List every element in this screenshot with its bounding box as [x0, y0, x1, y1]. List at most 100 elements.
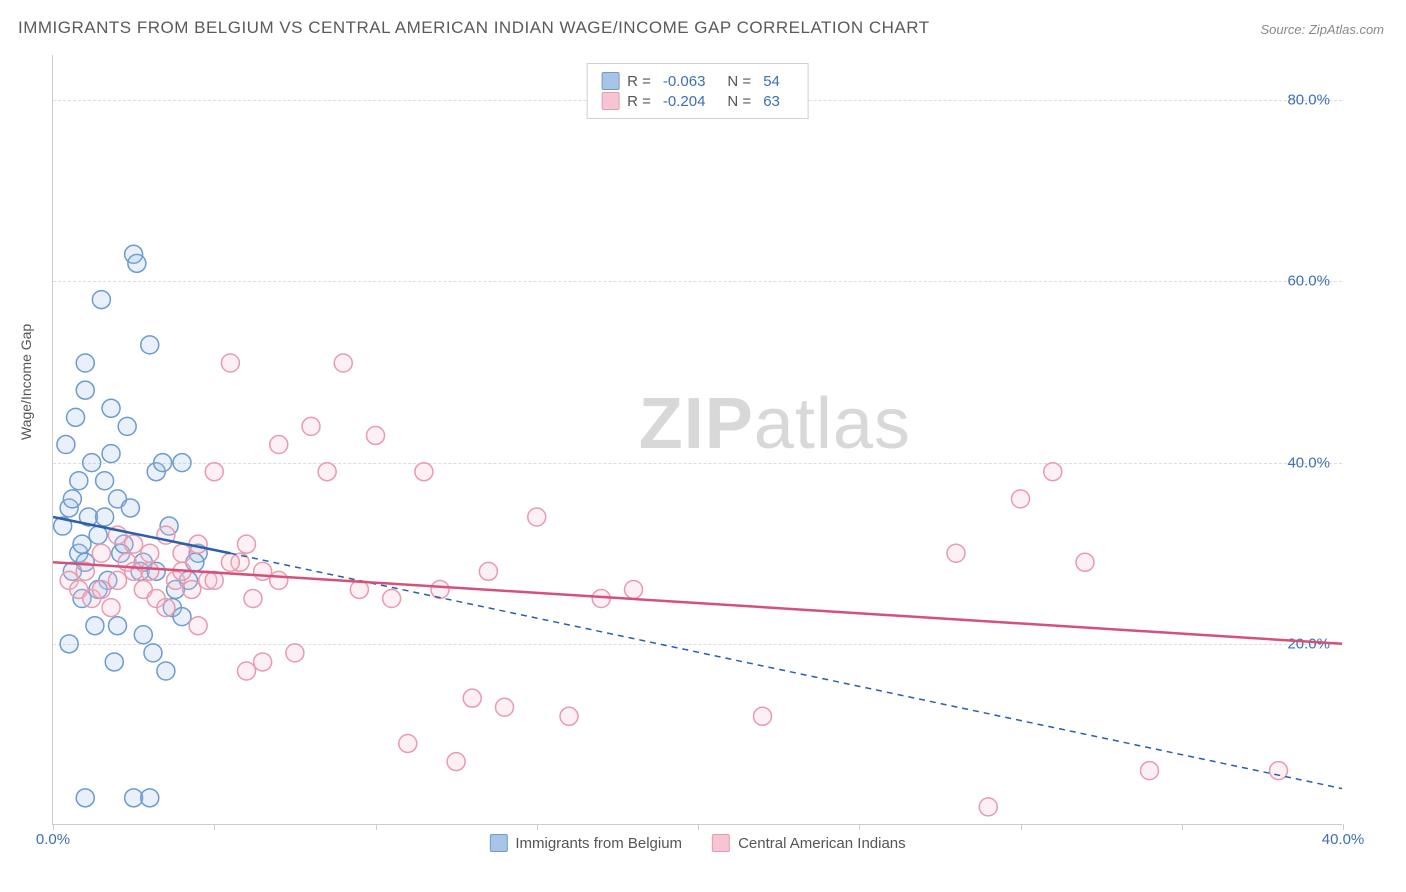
data-point — [270, 571, 288, 589]
data-point — [76, 354, 94, 372]
chart-title: IMMIGRANTS FROM BELGIUM VS CENTRAL AMERI… — [18, 18, 930, 38]
x-tick — [537, 824, 538, 830]
data-point — [625, 580, 643, 598]
swatch-belgium — [601, 72, 619, 90]
data-point — [109, 571, 127, 589]
data-point — [92, 544, 110, 562]
data-point — [1141, 762, 1159, 780]
data-point — [1012, 490, 1030, 508]
data-point — [125, 562, 143, 580]
swatch-cai — [601, 92, 619, 110]
data-point — [105, 653, 123, 671]
data-point — [86, 617, 104, 635]
n-value-belgium: 54 — [763, 73, 780, 90]
x-tick — [53, 824, 54, 830]
data-point — [154, 454, 172, 472]
data-point — [121, 499, 139, 517]
data-point — [96, 508, 114, 526]
data-point — [221, 354, 239, 372]
data-point — [141, 562, 159, 580]
data-point — [447, 753, 465, 771]
data-point — [1076, 553, 1094, 571]
data-point — [109, 617, 127, 635]
data-point — [63, 490, 81, 508]
data-point — [125, 789, 143, 807]
data-point — [157, 662, 175, 680]
data-point — [125, 535, 143, 553]
data-point — [238, 662, 256, 680]
data-point — [1044, 463, 1062, 481]
data-point — [302, 417, 320, 435]
data-point — [560, 707, 578, 725]
data-point — [141, 336, 159, 354]
correlation-legend: R = -0.063 N = 54 R = -0.204 N = 63 — [586, 63, 809, 119]
data-point — [128, 254, 146, 272]
r-value-belgium: -0.063 — [663, 73, 706, 90]
x-tick — [376, 824, 377, 830]
x-tick-label: 0.0% — [36, 831, 70, 848]
data-point — [496, 698, 514, 716]
data-point — [334, 354, 352, 372]
data-point — [83, 454, 101, 472]
r-value-cai: -0.204 — [663, 93, 706, 110]
swatch-cai — [712, 834, 730, 852]
data-point — [57, 436, 75, 454]
legend-row-cai: R = -0.204 N = 63 — [601, 92, 794, 110]
data-point — [144, 644, 162, 662]
data-point — [189, 617, 207, 635]
legend-label: Immigrants from Belgium — [515, 835, 682, 852]
data-point — [173, 544, 191, 562]
data-point — [173, 608, 191, 626]
data-point — [73, 535, 91, 553]
swatch-belgium — [489, 834, 507, 852]
data-point — [318, 463, 336, 481]
legend-row-belgium: R = -0.063 N = 54 — [601, 72, 794, 90]
data-point — [528, 508, 546, 526]
data-point — [89, 526, 107, 544]
trend-line-extrapolated — [230, 553, 1342, 789]
x-tick — [1343, 824, 1344, 830]
data-point — [270, 436, 288, 454]
data-point — [70, 472, 88, 490]
n-label: N = — [727, 73, 751, 90]
legend-item-cai: Central American Indians — [712, 834, 906, 852]
data-point — [238, 535, 256, 553]
data-point — [183, 580, 201, 598]
data-point — [102, 399, 120, 417]
data-point — [415, 463, 433, 481]
data-point — [383, 590, 401, 608]
x-tick — [698, 824, 699, 830]
data-point — [134, 626, 152, 644]
data-point — [431, 580, 449, 598]
r-label: R = — [627, 73, 651, 90]
data-point — [463, 689, 481, 707]
data-point — [979, 798, 997, 816]
n-label: N = — [727, 93, 751, 110]
r-label: R = — [627, 93, 651, 110]
data-point — [92, 291, 110, 309]
data-point — [1270, 762, 1288, 780]
data-point — [157, 599, 175, 617]
data-point — [141, 789, 159, 807]
data-point — [399, 734, 417, 752]
data-point — [118, 417, 136, 435]
x-tick — [214, 824, 215, 830]
data-point — [221, 553, 239, 571]
data-point — [205, 463, 223, 481]
y-axis-label: Wage/Income Gap — [18, 324, 34, 440]
x-tick — [859, 824, 860, 830]
data-point — [286, 644, 304, 662]
data-point — [367, 426, 385, 444]
x-tick-label: 40.0% — [1322, 831, 1365, 848]
scatter-plot — [53, 55, 1342, 824]
legend-label: Central American Indians — [738, 835, 906, 852]
data-point — [254, 562, 272, 580]
data-point — [754, 707, 772, 725]
chart-area: ZIPatlas 20.0%40.0%60.0%80.0% 0.0%40.0% … — [52, 55, 1342, 825]
n-value-cai: 63 — [763, 93, 780, 110]
legend-item-belgium: Immigrants from Belgium — [489, 834, 682, 852]
x-tick — [1021, 824, 1022, 830]
data-point — [479, 562, 497, 580]
data-point — [96, 472, 114, 490]
data-point — [67, 408, 85, 426]
